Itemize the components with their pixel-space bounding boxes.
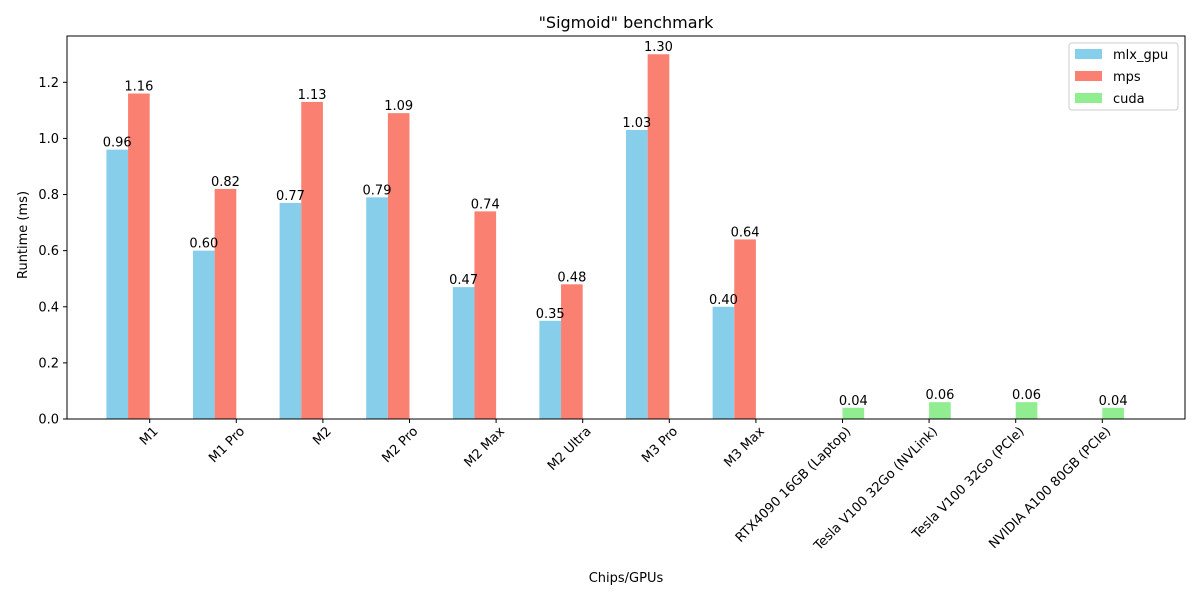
x-tick-label-m2-pro: M2 Pro: [379, 424, 421, 466]
y-tick-label: 1.2: [38, 76, 59, 91]
y-axis-label: Runtime (ms): [16, 191, 31, 279]
legend: mlx_gpu mps cuda: [1068, 42, 1179, 111]
bar-mps-m2-ultra: [561, 284, 583, 419]
bar-mps-m2-pro: [387, 113, 410, 419]
y-tick-label: 0.6: [38, 244, 59, 259]
bar-value-label: 0.74: [471, 197, 500, 212]
legend-swatch-mps: [1075, 71, 1102, 81]
legend-label-mps: mps: [1113, 70, 1141, 85]
bar-mps-m3-max: [734, 239, 756, 419]
bar-value-label: 1.30: [644, 40, 673, 55]
x-tick-label-m2-ultra: M2 Ultra: [545, 424, 595, 474]
bar-value-label: 0.60: [189, 237, 218, 252]
y-tick-label: 0.4: [38, 300, 59, 315]
bar-value-label: 0.35: [536, 307, 565, 322]
bar-mlx-gpu-m1: [106, 149, 129, 419]
bar-value-label: 0.82: [211, 175, 240, 190]
bar-value-label: 0.04: [1099, 394, 1128, 409]
bar-value-label: 1.16: [124, 80, 153, 95]
x-tick-label-m1-pro: M1 Pro: [206, 424, 248, 466]
bars-layer: [106, 54, 1124, 420]
legend-swatch-cuda: [1075, 93, 1102, 103]
y-tick-label: 0.8: [38, 188, 59, 203]
bar-value-label: 0.40: [709, 293, 738, 308]
bar-mlx-gpu-m3-max: [712, 306, 735, 419]
bar-mps-m3-pro: [647, 54, 670, 420]
bar-cuda-tesla-v100-32go-nvlink: [929, 402, 951, 419]
y-tick-label: 0.2: [38, 356, 59, 371]
bar-mps-m2: [301, 101, 323, 419]
x-axis-label: Chips/GPUs: [589, 571, 664, 586]
bar-mlx-gpu-m2-ultra: [539, 320, 562, 419]
bar-cuda-nvidia-a100-80gb-pcie: [1102, 407, 1124, 419]
bar-value-label: 0.64: [731, 225, 760, 240]
x-tick-label-m1: M1: [137, 424, 161, 448]
bar-mps-m2-max: [474, 211, 497, 419]
bar-value-label: 0.77: [276, 189, 305, 204]
bar-mlx-gpu-m2: [279, 202, 302, 419]
bar-value-label: 0.48: [557, 270, 586, 285]
x-axis: M1 M1 Pro M2 M2 Pro M2 Max M2 Ultra M3 Pro M3 M…: [137, 419, 1114, 554]
bar-value-label: 1.03: [622, 116, 651, 131]
bar-value-label: 0.47: [449, 273, 478, 288]
bar-mps-m1-pro: [214, 188, 237, 419]
bar-mlx-gpu-m2-pro: [366, 197, 388, 419]
bar-mlx-gpu-m1-pro: [193, 250, 215, 419]
bar-value-label: 0.79: [363, 183, 392, 198]
x-tick-label-m2: M2: [310, 424, 334, 448]
legend-swatch-mlx-gpu: [1075, 49, 1102, 59]
bar-mps-m1: [128, 93, 150, 420]
bar-mlx-gpu-m3-pro: [626, 130, 648, 419]
legend-label-mlx-gpu: mlx_gpu: [1113, 48, 1168, 63]
y-axis: 0.0 0.2 0.4 0.6 0.8 1.0 1.2: [38, 76, 67, 428]
x-tick-label-m3-pro: M3 Pro: [639, 424, 681, 466]
bar-labels-layer: 0.96 0.60 0.77 0.79 0.47 0.35 1.03 0.40 1.16 0.82…: [103, 40, 1128, 409]
bar-cuda-rtx4090-16gb-laptop: [842, 407, 865, 419]
plot-frame: [66, 35, 1186, 420]
chart-title: "Sigmoid" benchmark: [539, 13, 715, 32]
x-tick-label-m3-max: M3 Max: [721, 424, 768, 471]
bar-value-label: 1.13: [298, 88, 327, 103]
bar-value-label: 0.06: [1012, 388, 1041, 403]
y-tick-label: 0.0: [38, 413, 59, 428]
bar-cuda-tesla-v100-32go-pcie: [1015, 402, 1038, 419]
x-tick-label-m2-max: M2 Max: [462, 424, 509, 471]
bar-value-label: 0.06: [925, 388, 954, 403]
bar-value-label: 0.96: [103, 136, 132, 151]
bar-mlx-gpu-m2-max: [452, 287, 475, 419]
bar-value-label: 1.09: [384, 99, 413, 114]
y-tick-label: 1.0: [38, 132, 59, 147]
bar-value-label: 0.04: [839, 394, 868, 409]
legend-label-cuda: cuda: [1113, 92, 1145, 107]
